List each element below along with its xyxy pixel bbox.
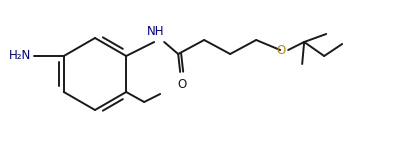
Text: O: O bbox=[177, 78, 186, 91]
Text: NH: NH bbox=[146, 25, 164, 38]
Text: O: O bbox=[276, 44, 285, 58]
Text: H₂N: H₂N bbox=[9, 49, 31, 63]
